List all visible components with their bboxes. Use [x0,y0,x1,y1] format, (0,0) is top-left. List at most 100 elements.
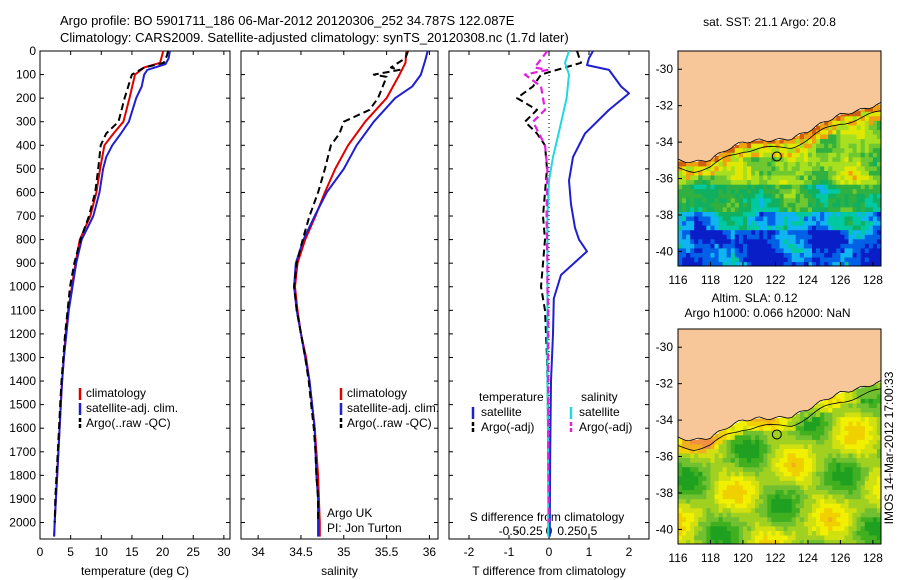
map-cell [868,411,874,418]
map-cell [856,261,862,266]
map-cell [694,215,699,222]
map-cell [734,425,740,431]
map-cell [832,215,837,222]
map-cell [694,534,699,541]
map-cell [771,418,777,422]
map-cell [864,111,870,117]
map-cell [787,193,793,199]
map-cell [783,525,789,531]
map-cell [868,489,874,495]
map-cell [751,229,756,235]
map-cell [828,475,833,481]
map-cell [820,252,825,258]
map-cell [767,252,772,258]
map-cell [832,539,837,544]
map-cell [828,525,833,531]
map-cell [812,503,817,509]
map-cell [738,439,744,445]
map-cell [868,507,874,513]
map-cell [832,398,837,404]
map-cell [856,147,862,153]
map-cell [848,530,854,536]
map-cell [868,165,874,171]
map-cell [852,215,858,222]
map-cell [678,211,683,217]
map-cell [759,539,764,544]
map-cell [872,188,878,194]
map-cell [755,161,760,167]
map-cell [836,256,841,263]
map-cell [820,480,825,486]
map-cell [763,165,768,171]
map-cell [844,457,850,463]
map-cell [848,234,854,240]
map-cell [840,411,846,418]
map-cell [755,247,760,253]
map-cell [803,170,809,176]
map-cell [807,466,813,472]
map-cell [722,238,728,244]
map-cell [743,430,748,436]
map-cell [791,143,797,149]
map-cell [747,530,752,536]
map-cell [828,252,833,258]
map-cell [783,197,789,203]
map-cell [844,425,850,431]
map-cell [678,471,683,477]
map-cell [755,147,760,153]
map-cell [848,484,854,490]
map-cell [812,507,817,513]
map-cell [860,220,866,226]
map-cell [759,425,764,431]
map-cell [803,457,809,463]
map-cell [698,489,703,495]
map-cell [726,247,732,253]
map-cell [706,215,712,222]
map-cell [864,521,870,527]
map-cell [738,466,744,472]
map-cell [876,256,881,263]
map-cell [844,247,850,253]
map-cell [775,243,781,249]
map-cell [755,475,760,481]
map-cell [783,215,789,222]
map-cell [803,161,809,167]
map-cell [722,152,728,158]
map-cell [872,220,878,226]
map-cell [714,197,720,203]
map-cell [747,238,752,244]
map-cell [832,170,837,176]
map-cell [710,247,716,253]
map-cell [848,462,854,468]
map-cell [767,161,772,167]
map-cell [738,484,744,490]
map-cell [730,229,736,235]
map-cell [816,525,821,531]
map-cell [876,156,881,162]
map-cell [775,165,781,171]
map-cell [783,174,789,181]
differences-xtick-label: -2 [464,545,475,559]
map-cell [844,534,850,541]
map-cell [844,430,850,436]
map-cell [710,489,716,495]
map-cell [824,411,829,418]
map-cell [734,156,740,162]
map-cell [730,225,736,231]
map-cell [791,165,797,171]
map-cell [848,498,854,504]
map-cell [694,184,699,190]
map-cell [714,215,720,222]
map-cell [795,521,801,527]
depth-tick-label: 1800 [9,468,36,482]
map-cell [710,512,716,518]
map-cell [726,507,732,513]
map-cell [816,256,821,263]
map-cell [860,124,866,130]
map-cell [763,197,768,203]
map-cell [722,512,728,518]
map-cell [710,229,716,235]
map-cell [726,161,732,167]
map-cell [820,174,825,181]
map-cell [678,457,683,463]
